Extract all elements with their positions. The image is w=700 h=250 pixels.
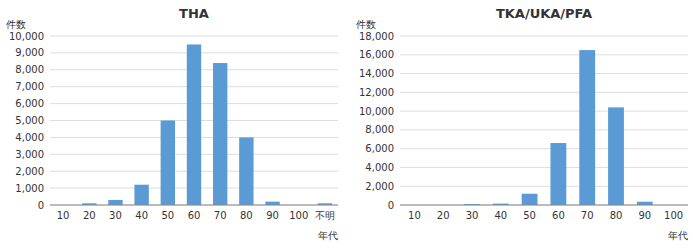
y-tick-label: 5,000 — [15, 115, 44, 126]
bar — [550, 143, 566, 205]
x-tick-label: 70 — [214, 210, 227, 221]
y-tick-label: 6,000 — [365, 143, 394, 154]
grid-line — [400, 205, 688, 206]
x-tick-label: 80 — [240, 210, 253, 221]
x-tick-label: 50 — [161, 210, 174, 221]
bars — [464, 50, 653, 205]
y-axis-label: 件数 — [356, 19, 376, 30]
y-tick-label: 8,000 — [365, 124, 394, 135]
bar — [608, 107, 624, 205]
grid-line — [400, 73, 688, 74]
x-tick-label: 80 — [610, 210, 623, 221]
bar — [579, 50, 595, 205]
grid-line — [400, 54, 688, 55]
x-tick-label: 90 — [266, 210, 279, 221]
x-tick-label: 100 — [289, 210, 308, 221]
grid-line — [400, 186, 688, 187]
bars — [82, 44, 332, 205]
grid-line — [50, 205, 338, 206]
grid-line — [400, 36, 688, 37]
y-tick-label: 18,000 — [359, 31, 394, 42]
x-tick-label: 90 — [638, 210, 651, 221]
grid-line — [50, 36, 338, 37]
y-tick-label: 2,000 — [15, 166, 44, 177]
x-axis-line — [50, 205, 338, 206]
y-tick-label: 10,000 — [359, 106, 394, 117]
chart-panel: TKA/UKA/PFA 件数 0 2,000 4,000 6,000 8,000 10,000… — [356, 6, 688, 241]
x-tick-label: 40 — [494, 210, 507, 221]
y-tick-label: 12,000 — [359, 87, 394, 98]
bar — [239, 137, 253, 205]
bar — [108, 200, 122, 205]
y-tick-label: 8,000 — [15, 64, 44, 75]
y-tick-label: 1,000 — [15, 183, 44, 194]
y-tick-label: 7,000 — [15, 81, 44, 92]
x-tick-label: 10 — [57, 210, 70, 221]
y-tick-label: 9,000 — [15, 47, 44, 58]
y-tick-label: 6,000 — [15, 98, 44, 109]
x-tick-label: 60 — [552, 210, 565, 221]
bar — [134, 185, 148, 205]
y-tick-label: 4,000 — [15, 132, 44, 143]
bar — [522, 194, 538, 205]
y-tick-label: 3,000 — [15, 149, 44, 160]
grid-line — [400, 148, 688, 149]
x-tick-label: 30 — [466, 210, 479, 221]
grid-line — [400, 129, 688, 130]
grid-line — [400, 167, 688, 168]
y-tick-label: 2,000 — [365, 181, 394, 192]
grid-line — [400, 92, 688, 93]
grid-line — [400, 111, 688, 112]
y-tick-label: 14,000 — [359, 68, 394, 79]
y-tick-label: 4,000 — [365, 162, 394, 173]
y-tick-label: 0 — [388, 200, 394, 211]
y-axis-label: 件数 — [6, 19, 26, 30]
x-tick-label: 20 — [83, 210, 96, 221]
x-axis-label: 年代 — [668, 230, 688, 241]
y-tick-label: 0 — [38, 200, 44, 211]
x-tick-label: 40 — [135, 210, 148, 221]
x-tick-label: 20 — [437, 210, 450, 221]
x-tick-label: 50 — [523, 210, 536, 221]
x-axis-label: 年代 — [318, 230, 338, 241]
bar — [187, 44, 201, 205]
x-tick-label: 70 — [581, 210, 594, 221]
x-tick-label: 30 — [109, 210, 122, 221]
x-tick-label: 不明 — [315, 210, 335, 221]
bar — [265, 202, 279, 205]
bar — [161, 121, 175, 206]
y-tick-label: 16,000 — [359, 49, 394, 60]
chart-title: TKA/UKA/PFA — [496, 6, 592, 21]
chart-title: THA — [179, 6, 209, 21]
figure: THA 件数 0 1,000 2,000 3,000 4,000 5,000 6,000 7,00… — [0, 0, 700, 250]
y-tick-label: 10,000 — [9, 31, 44, 42]
bar — [213, 63, 227, 205]
x-tick-label: 100 — [664, 210, 683, 221]
x-tick-label: 10 — [408, 210, 421, 221]
x-axis-line — [400, 205, 688, 206]
x-tick-label: 60 — [188, 210, 201, 221]
chart-panel: THA 件数 0 1,000 2,000 3,000 4,000 5,000 6,000 7,00… — [6, 6, 338, 241]
